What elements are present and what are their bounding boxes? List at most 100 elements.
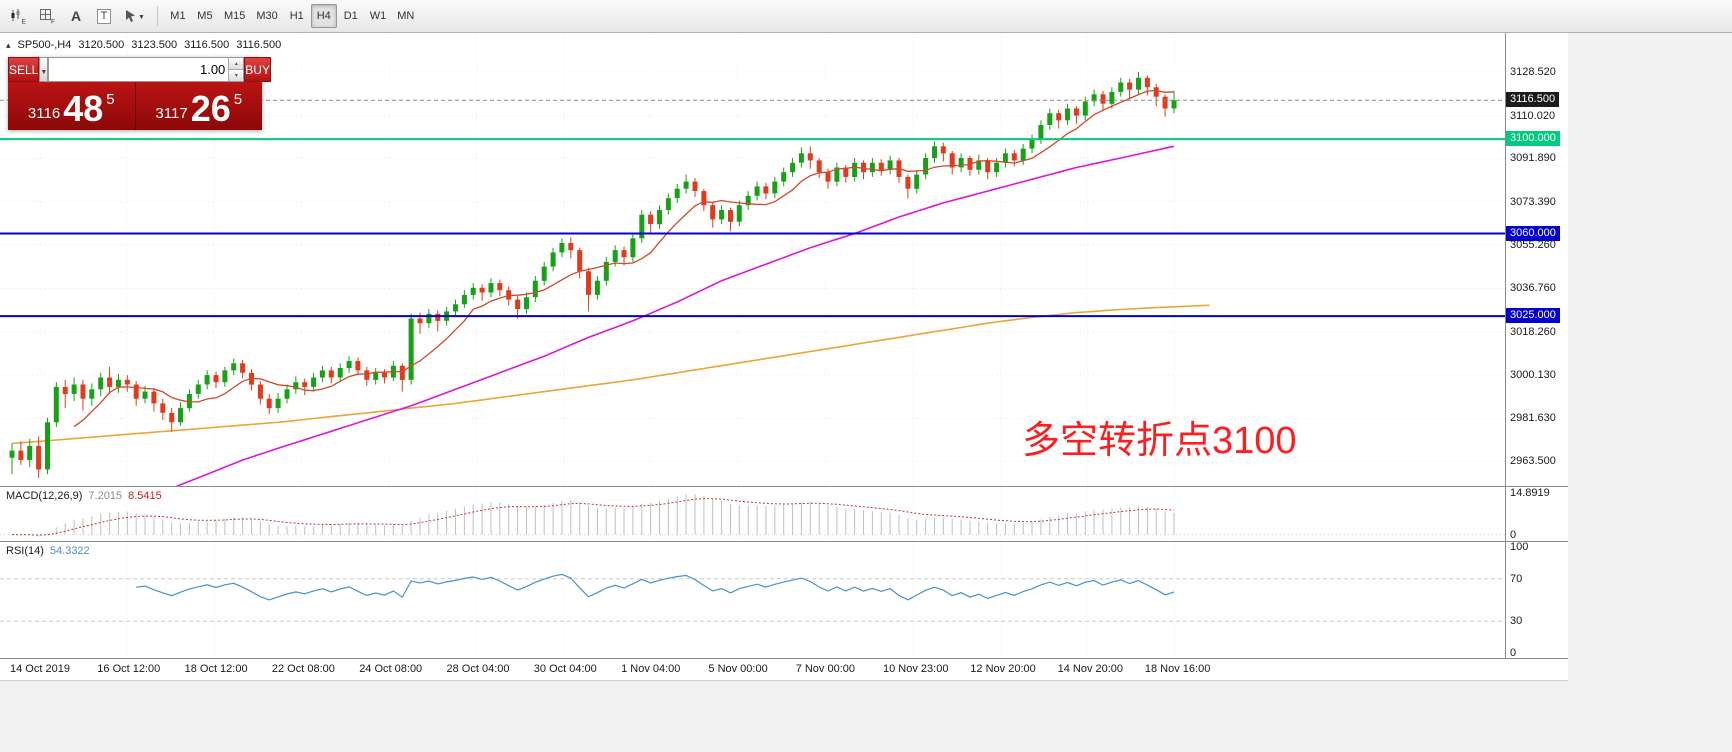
toolbar: E F A T M1 M5 M15 M30 H1 H4 D1 W1 MN (0, 0, 1732, 33)
candle (408, 318, 414, 380)
buy-price-prefix: 3117 (155, 105, 188, 122)
sell-button[interactable]: SELL (8, 57, 40, 82)
volume-increase-button[interactable] (229, 58, 244, 69)
price-axis-label: 3110.020 (1510, 109, 1556, 122)
chart-objects-icon[interactable]: E (5, 4, 32, 28)
time-axis-label: 30 Oct 04:00 (533, 663, 597, 675)
timeframe-m15[interactable]: M15 (223, 10, 246, 22)
candle (142, 391, 148, 399)
collapse-arrow-icon[interactable] (6, 39, 11, 51)
bid-ask-display: 3116 48 5 3117 26 5 (8, 82, 262, 130)
candle (1056, 113, 1062, 121)
sell-price[interactable]: 3116 48 5 (8, 82, 136, 130)
candle (1047, 113, 1053, 125)
candle (1002, 153, 1008, 163)
candle (275, 398, 281, 409)
timeframe-m5[interactable]: M5 (197, 10, 213, 22)
candle (710, 205, 716, 220)
candle (319, 370, 325, 378)
candle (603, 261, 609, 281)
candle (1127, 82, 1133, 90)
time-axis-label: 18 Oct 12:00 (184, 663, 248, 675)
volume-decrease-button[interactable] (229, 69, 244, 81)
grid-icon[interactable]: F (34, 4, 61, 28)
timeframe-d1[interactable]: D1 (343, 10, 358, 22)
timeframe-h1[interactable]: H1 (289, 10, 304, 22)
candle (745, 195, 751, 206)
candle (586, 271, 591, 295)
price-scale[interactable]: 3128.520 3110.020 3091.890 3073.390 3055.260… (1505, 33, 1568, 486)
candle (1162, 96, 1168, 109)
time-axis[interactable]: 14 Oct 2019 16 Oct 12:00 18 Oct 12:00 22 Oc… (0, 658, 1568, 680)
rsi-plot[interactable] (0, 542, 1505, 658)
cursor-tool-button[interactable] (119, 4, 150, 28)
time-axis-label: 22 Oct 08:00 (271, 663, 335, 675)
candle (1073, 108, 1079, 116)
macd-axis-label: 0 (1510, 528, 1517, 541)
buy-button[interactable]: BUY (244, 57, 271, 82)
candle (878, 162, 884, 170)
candle (754, 186, 760, 196)
candle (692, 181, 698, 191)
candle (905, 176, 911, 189)
candle (621, 250, 627, 258)
macd-main-value: 7.2015 (88, 490, 123, 502)
buy-price[interactable]: 3117 26 5 (136, 82, 263, 130)
sell-price-prefix: 3116 (27, 105, 61, 122)
candle (843, 167, 849, 177)
svg-text:E: E (22, 19, 27, 25)
price-chart[interactable] (0, 33, 1505, 486)
candle (1038, 125, 1044, 140)
price-axis-label: 3036.760 (1510, 282, 1556, 295)
ma-slow-line (11, 304, 1210, 445)
candle (53, 386, 59, 423)
candle (914, 174, 920, 189)
macd-plot[interactable] (0, 487, 1505, 541)
candle (550, 252, 556, 267)
rsi-name: RSI(14) (6, 545, 44, 557)
timeframe-m1[interactable]: M1 (170, 10, 186, 22)
time-axis-label: 12 Nov 20:00 (970, 663, 1036, 675)
candle (1109, 92, 1115, 104)
volume-box (48, 57, 245, 82)
right-empty-area (1569, 33, 1732, 752)
time-axis-label: 10 Nov 23:00 (883, 663, 949, 675)
candle (169, 412, 175, 423)
candle (124, 379, 130, 385)
candle (940, 146, 946, 154)
rsi-axis-label: 30 (1510, 615, 1523, 628)
candle (1082, 101, 1088, 116)
candle (160, 403, 166, 413)
price-axis-label: 3000.130 (1510, 368, 1556, 381)
trade-controls-row: SELL BUY (8, 57, 271, 82)
font-a-icon: A (70, 8, 82, 24)
timeframe-m30[interactable]: M30 (256, 10, 278, 22)
rsi-axis-label: 0 (1510, 647, 1517, 659)
text-tool-button[interactable]: T (91, 4, 117, 28)
sell-price-big: 48 (63, 88, 104, 130)
candle (515, 299, 521, 309)
main-chart-panel[interactable]: SP500-,H4 3120.500 3123.500 3116.500 311… (0, 33, 1568, 486)
trade-options-dropdown[interactable] (39, 57, 49, 82)
timeframe-w1[interactable]: W1 (369, 10, 387, 22)
candle (178, 408, 183, 423)
rsi-label: RSI(14) 54.3322 (6, 545, 90, 557)
font-tool-button[interactable]: A (63, 4, 89, 28)
chevron-down-icon (40, 61, 47, 79)
candle (1029, 139, 1035, 149)
candle (594, 280, 600, 295)
symbol-header: SP500-,H4 3120.500 3123.500 3116.500 311… (6, 39, 282, 51)
volume-input[interactable] (49, 58, 229, 81)
candle (1091, 94, 1097, 102)
timeframe-h4[interactable]: H4 (310, 4, 337, 28)
bar-low: 3116.500 (184, 39, 230, 51)
macd-panel[interactable]: MACD(12,26,9) 7.2015 8.5415 14.8919 0 (0, 486, 1568, 541)
rsi-panel[interactable]: RSI(14) 54.3322 100 70 30 0 (0, 541, 1568, 659)
candle (27, 445, 33, 461)
macd-scale: 14.8919 0 (1505, 487, 1568, 541)
timeframe-mn[interactable]: MN (397, 10, 415, 22)
candle (9, 450, 15, 458)
candle (302, 382, 308, 387)
candle (887, 160, 893, 170)
chevron-down-icon (138, 10, 145, 22)
